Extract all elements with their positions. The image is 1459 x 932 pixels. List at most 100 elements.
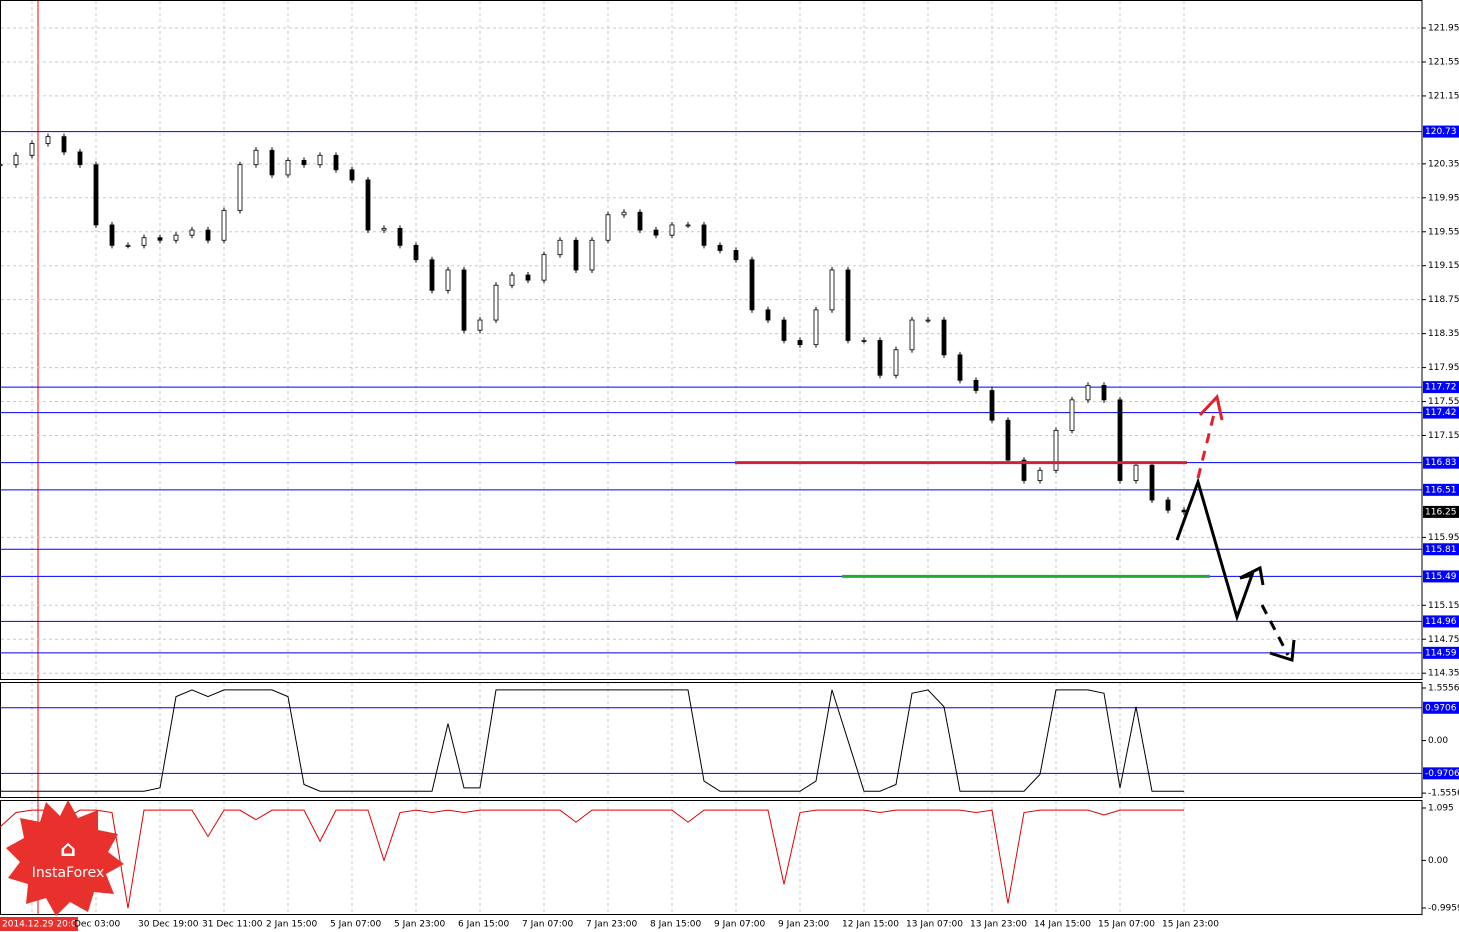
- x-label: 2014.12.29 20:00: [0, 917, 83, 931]
- candle-body: [957, 354, 963, 381]
- x-label: Dec 03:00: [74, 920, 120, 930]
- candle-body: [653, 229, 659, 236]
- candle-body: [845, 269, 851, 341]
- level-label-box: [1423, 406, 1459, 419]
- candle-body: [45, 136, 51, 144]
- x-tick-label: 5 Jan 07:00: [330, 920, 382, 930]
- candle-body: [637, 211, 643, 231]
- candle-body: [829, 269, 835, 311]
- level-label-box: [1423, 570, 1459, 583]
- candle-body: [605, 214, 611, 241]
- level-label: 116.83: [1425, 458, 1457, 468]
- logo-text: InstaForex: [32, 865, 105, 881]
- y-tick-label: 0.00: [1428, 736, 1448, 746]
- candle-body: [253, 149, 259, 166]
- x-label: 14 Jan 15:00: [1034, 920, 1091, 930]
- candle-body: [445, 269, 451, 291]
- candle-body: [429, 259, 435, 291]
- x-tick-label: 5 Jan 23:00: [394, 920, 446, 930]
- x-tick-label: 6 Jan 15:00: [458, 920, 510, 930]
- candle-body: [1021, 459, 1027, 481]
- candle-body: [1053, 430, 1059, 471]
- y-tick-label: 114.35: [1428, 669, 1459, 679]
- y-tick-label: 117.55: [1428, 397, 1459, 407]
- candle-body: [877, 340, 883, 376]
- panel-frame: [0, 682, 1423, 798]
- forecast-arrowhead: [1269, 639, 1296, 662]
- level-label-box: [1423, 701, 1459, 714]
- x-label: 9 Jan 07:00: [714, 920, 766, 930]
- logo-icon: ⌂: [60, 837, 76, 862]
- candle-body: [573, 239, 579, 271]
- indicator-line: [0, 809, 1184, 909]
- candle-body: [301, 160, 307, 166]
- y-tick-label: -1.5556: [1428, 789, 1459, 799]
- level-label-box: [1423, 646, 1459, 659]
- candle-body: [813, 309, 819, 346]
- x-tick-label: 9 Jan 07:00: [714, 920, 766, 930]
- level-label: 115.81: [1425, 545, 1457, 555]
- x-tick-label: 15 Jan 23:00: [1162, 920, 1219, 930]
- candle-body: [1101, 385, 1107, 401]
- level-label: 115.49: [1425, 572, 1457, 582]
- candle-body: [925, 319, 931, 322]
- candle-body: [941, 319, 947, 356]
- level-label: -0.9706: [1425, 769, 1459, 779]
- candle-body: [1005, 419, 1011, 461]
- candle-body: [173, 234, 179, 241]
- level-label-box: [1423, 615, 1459, 628]
- candle-body: [109, 224, 115, 246]
- x-label: 7 Jan 07:00: [522, 920, 574, 930]
- candle-body: [765, 309, 771, 321]
- y-tick-label: 117.15: [1428, 431, 1459, 441]
- x-label: 31 Dec 11:00: [202, 920, 263, 930]
- x-tick-label: 13 Jan 23:00: [970, 920, 1027, 930]
- candle-body: [205, 229, 211, 241]
- x-label: 5 Jan 07:00: [330, 920, 382, 930]
- y-tick-label: 118.35: [1428, 329, 1459, 339]
- panel-frame: [0, 0, 1423, 680]
- forecast-arrowhead: [1239, 565, 1265, 586]
- candle-body: [413, 244, 419, 261]
- x-label: 9 Jan 23:00: [778, 920, 830, 930]
- candle-body: [541, 254, 547, 281]
- x-label: 30 Dec 19:00: [138, 920, 199, 930]
- current-price-label: 116.25: [1425, 507, 1457, 517]
- y-tick-label: -0.9959: [1428, 904, 1459, 914]
- x-label: 13 Jan 07:00: [906, 920, 963, 930]
- x-tick-label: 7 Jan 23:00: [586, 920, 638, 930]
- candle-body: [189, 229, 195, 236]
- candle-body: [525, 274, 531, 281]
- level-label: 116.51: [1425, 485, 1457, 495]
- logo: InstaForex ⌂: [6, 800, 124, 916]
- x-tick-label: 12 Jan 15:00: [842, 920, 899, 930]
- candle-body: [589, 239, 595, 271]
- candle-body: [557, 239, 563, 256]
- x-tick-label: 2 Jan 15:00: [266, 920, 318, 930]
- x-tick-label: 9 Jan 23:00: [778, 920, 830, 930]
- x-tick-label: 30 Dec 19:00: [138, 920, 199, 930]
- candle-body: [29, 143, 35, 156]
- candle-body: [797, 340, 803, 346]
- x-tick-label: 31 Dec 11:00: [202, 920, 263, 930]
- y-tick-label: 121.95: [1428, 24, 1459, 34]
- x-tick-label: 14 Jan 15:00: [1034, 920, 1091, 930]
- candle-body: [1181, 509, 1187, 513]
- candle-body: [365, 179, 371, 231]
- candle-body: [477, 319, 483, 331]
- level-label-box: [1423, 125, 1459, 138]
- forecast-arrowhead: [1198, 393, 1224, 421]
- level-label-box: [1423, 456, 1459, 469]
- candle-body: [861, 340, 867, 342]
- candle-body: [1165, 499, 1171, 511]
- x-tick-label: Dec 03:00: [74, 920, 120, 930]
- level-label: 114.96: [1425, 617, 1457, 627]
- forecast-up-dashed: [1196, 409, 1217, 479]
- candle-body: [685, 224, 691, 227]
- y-tick-label: 114.75: [1428, 635, 1459, 645]
- forecast-dashed: [1260, 604, 1290, 656]
- candle-body: [333, 154, 339, 171]
- forecast-path: [1175, 477, 1255, 622]
- candle-body: [285, 160, 291, 176]
